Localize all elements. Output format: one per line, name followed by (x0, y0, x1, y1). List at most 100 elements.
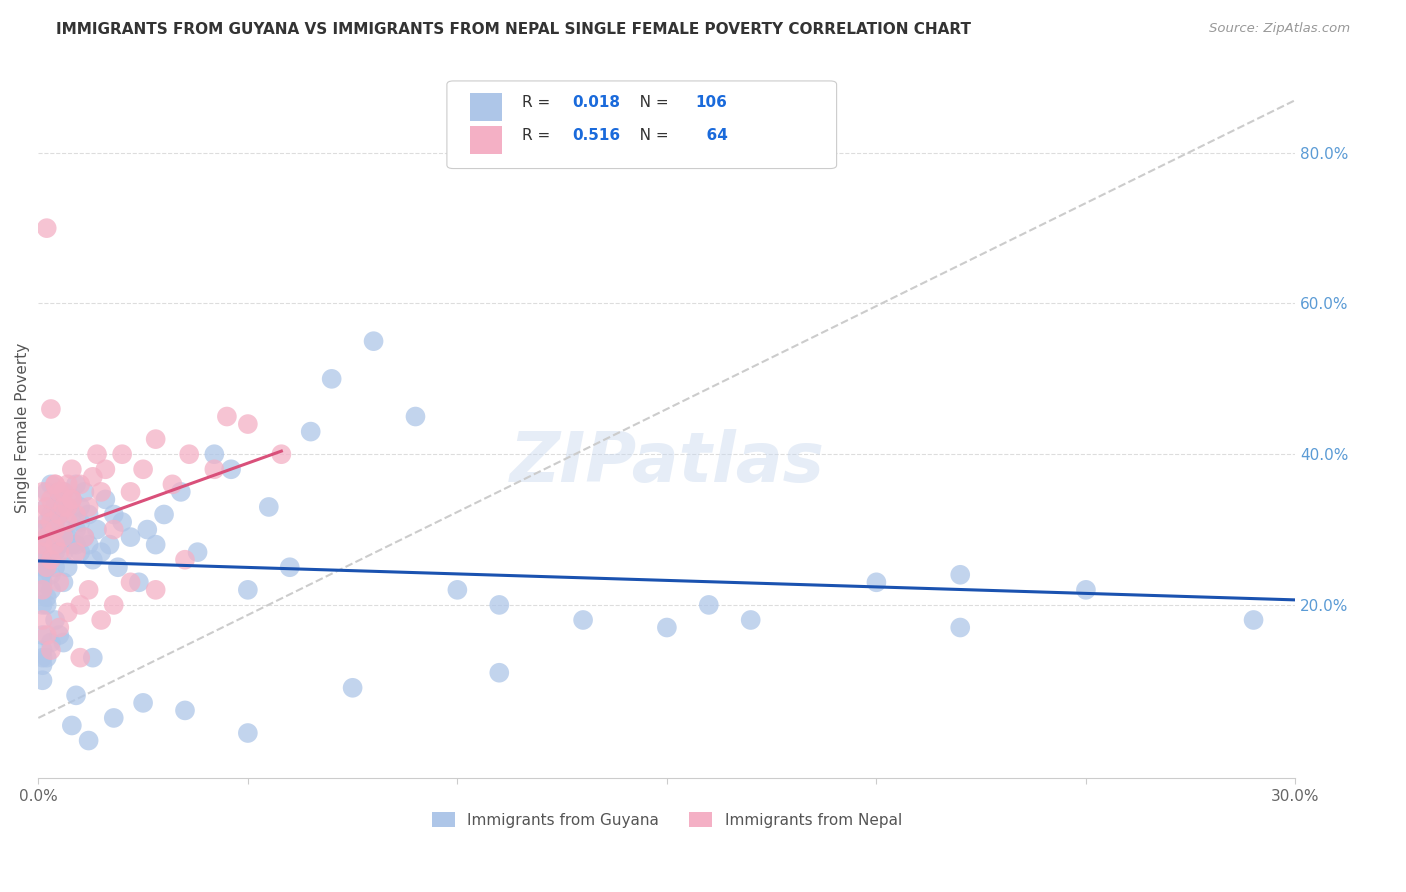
Point (44, 560, 66, 574)
Point (56, 606, 79, 620)
Point (174, 552, 197, 566)
Point (82, 470, 104, 484)
Point (179, 447, 201, 461)
Point (39, 538, 62, 552)
Point (31, 575, 53, 590)
Point (86, 523, 108, 537)
Point (174, 703, 197, 717)
Point (65, 689, 87, 703)
Point (52, 530, 75, 544)
Text: ZIPatlas: ZIPatlas (509, 429, 824, 496)
Point (69, 515, 91, 529)
Point (31, 673, 53, 688)
Point (77, 582, 100, 597)
Point (56, 500, 79, 514)
FancyBboxPatch shape (447, 81, 837, 169)
Point (44, 538, 66, 552)
Point (48, 575, 70, 590)
Point (111, 447, 134, 461)
Point (44, 545, 66, 559)
Point (103, 523, 125, 537)
Point (697, 598, 720, 612)
Text: 0.516: 0.516 (572, 128, 620, 143)
Point (82, 552, 104, 566)
Point (39, 567, 62, 582)
Text: R =: R = (522, 95, 555, 111)
Point (103, 598, 125, 612)
Point (65, 523, 87, 537)
Point (31, 552, 53, 566)
Point (56, 530, 79, 544)
Point (153, 508, 176, 522)
Point (39, 402, 62, 417)
Point (39, 643, 62, 657)
Point (39, 515, 62, 529)
Point (39, 552, 62, 566)
Point (31, 650, 53, 665)
FancyBboxPatch shape (470, 126, 502, 153)
Point (1074, 582, 1097, 597)
Point (257, 500, 280, 514)
Point (136, 523, 159, 537)
Point (77, 538, 100, 552)
Point (299, 425, 322, 439)
Point (35, 484, 58, 499)
Point (60, 492, 83, 507)
Point (31, 560, 53, 574)
Point (111, 515, 134, 529)
Point (48, 545, 70, 559)
Point (44, 515, 66, 529)
Point (35, 598, 58, 612)
Point (35, 560, 58, 574)
Point (60, 718, 83, 732)
Point (60, 492, 83, 507)
Point (35, 591, 58, 605)
Point (69, 598, 91, 612)
Point (77, 733, 100, 747)
Point (48, 530, 70, 544)
Point (56, 500, 79, 514)
Point (31, 538, 53, 552)
Point (31, 598, 53, 612)
Point (52, 523, 75, 537)
Point (31, 523, 53, 537)
Point (128, 575, 150, 590)
Text: IMMIGRANTS FROM GUYANA VS IMMIGRANTS FROM NEPAL SINGLE FEMALE POVERTY CORRELATIO: IMMIGRANTS FROM GUYANA VS IMMIGRANTS FRO… (56, 22, 972, 37)
Point (321, 372, 343, 386)
Point (52, 500, 75, 514)
Point (90, 484, 112, 499)
Point (60, 462, 83, 476)
Point (77, 500, 100, 514)
Point (35, 545, 58, 559)
Point (44, 613, 66, 627)
Text: 64: 64 (696, 128, 728, 143)
Point (52, 484, 75, 499)
Point (740, 613, 762, 627)
Point (52, 575, 75, 590)
Point (52, 635, 75, 649)
Y-axis label: Single Female Poverty: Single Female Poverty (15, 343, 30, 513)
Text: 106: 106 (696, 95, 728, 111)
Point (73, 530, 96, 544)
Point (73, 484, 96, 499)
Point (31, 538, 53, 552)
Point (1243, 613, 1265, 627)
Point (31, 582, 53, 597)
Point (202, 462, 225, 476)
Point (39, 492, 62, 507)
Point (69, 477, 91, 491)
Point (31, 658, 53, 673)
Point (98, 538, 121, 552)
Point (44, 500, 66, 514)
Point (35, 628, 58, 642)
Point (270, 447, 292, 461)
Point (31, 628, 53, 642)
Point (31, 643, 53, 657)
Point (94, 462, 117, 476)
Point (35, 560, 58, 574)
Point (65, 477, 87, 491)
Point (103, 508, 125, 522)
Point (363, 334, 385, 348)
Point (52, 545, 75, 559)
Point (56, 560, 79, 574)
